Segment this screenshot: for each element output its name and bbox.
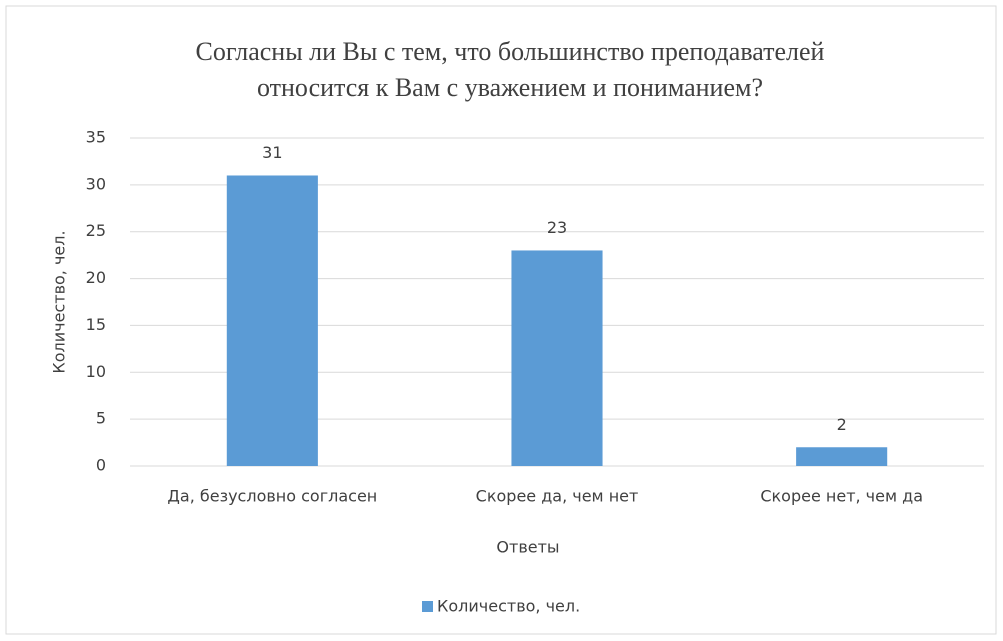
bar [226,175,318,466]
bar [796,447,888,466]
chart-border [5,5,997,635]
y-axis-label: Количество, чел. [50,230,69,373]
x-tick-label: Скорее да, чем нет [476,487,639,506]
y-tick-label: 0 [96,456,106,475]
y-tick-label: 5 [96,409,106,428]
chart-title-line: Согласны ли Вы с тем, что большинство пр… [196,37,825,66]
x-tick-label: Скорее нет, чем да [760,487,923,506]
y-tick-label: 20 [86,268,106,287]
data-label: 23 [547,218,567,237]
y-tick-label: 25 [86,221,106,240]
legend-label: Количество, чел. [437,597,580,616]
data-label: 2 [837,415,847,434]
chart-title-line: относится к Вам с уважением и пониманием… [257,73,763,102]
y-tick-label: 15 [86,315,106,334]
x-tick-label: Да, безусловно согласен [167,487,377,506]
legend-swatch [422,601,433,612]
y-tick-label: 10 [86,362,106,381]
y-tick-label: 35 [86,128,106,147]
y-tick-label: 30 [86,174,106,193]
data-label: 31 [262,143,282,162]
bar [511,250,603,466]
x-axis-label: Ответы [496,538,559,557]
